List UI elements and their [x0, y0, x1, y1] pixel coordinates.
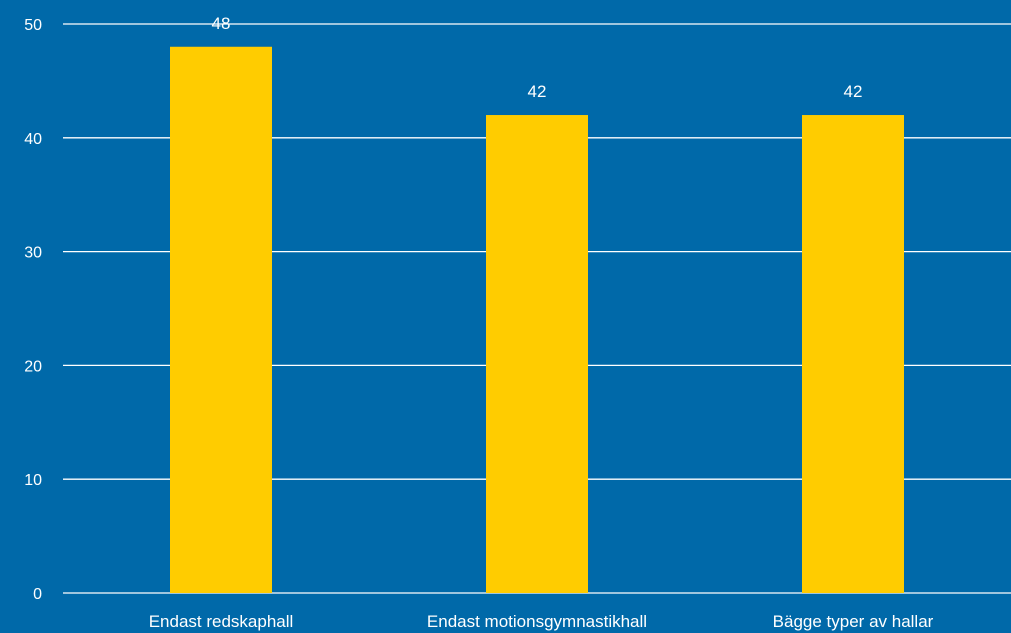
x-category-label: Endast redskaphall	[149, 612, 294, 631]
x-category-label: Endast motionsgymnastikhall	[427, 612, 647, 631]
bar-data-label: 42	[528, 82, 547, 101]
x-axis-category-labels: Endast redskaphall Endast motionsgymnasti…	[149, 612, 934, 631]
bar	[802, 115, 904, 593]
y-axis-tick-labels: 0 10 20 30 40 50	[24, 17, 42, 603]
y-tick-label: 20	[24, 358, 42, 375]
y-tick-label: 50	[24, 17, 42, 34]
y-tick-label: 30	[24, 245, 42, 262]
y-tick-label: 40	[24, 131, 42, 148]
x-category-label: Bägge typer av hallar	[773, 612, 934, 631]
bars	[170, 46, 904, 593]
data-labels: 48 42 42	[212, 14, 863, 101]
bar	[170, 46, 272, 593]
bar	[486, 115, 588, 593]
y-tick-label: 10	[24, 472, 42, 489]
y-tick-label: 0	[33, 586, 42, 603]
bar-data-label: 42	[844, 82, 863, 101]
bar-data-label: 48	[212, 14, 231, 33]
